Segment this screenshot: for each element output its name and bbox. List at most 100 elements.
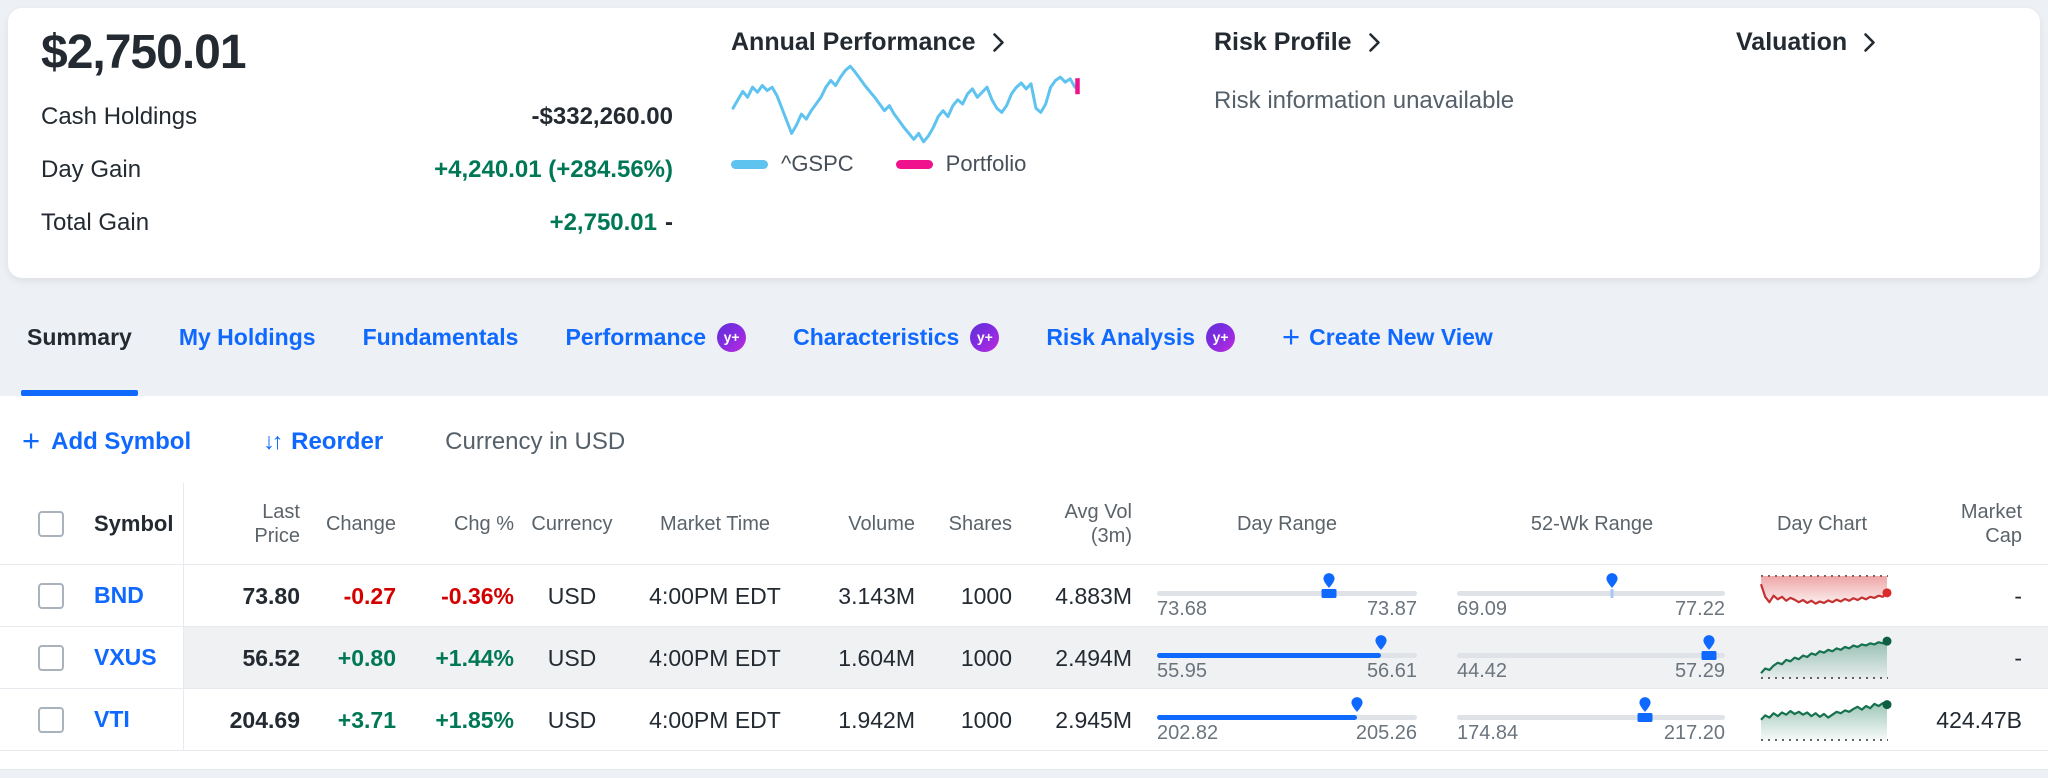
risk-unavailable-message: Risk information unavailable (1214, 87, 1515, 114)
add-symbol-label: Add Symbol (51, 427, 192, 455)
52wk-range-column-header[interactable]: 52-Wk Range (1530, 512, 1654, 535)
chevron-right-icon (1864, 33, 1875, 52)
legend-item-gspc: ^GSPC (731, 151, 854, 177)
reorder-button[interactable]: ↓↑ Reorder (263, 428, 383, 456)
risk-profile-title: Risk Profile (1214, 28, 1352, 56)
plus-icon: + (22, 423, 41, 458)
avg-volume: 2.494M (1055, 644, 1132, 671)
gspc-swatch (731, 159, 768, 169)
shares: 1000 (960, 644, 1012, 671)
volume: 1.942M (838, 706, 915, 733)
market-time-column-header[interactable]: Market Time (659, 512, 771, 535)
change: -0.27 (343, 582, 396, 609)
market-cap: - (2014, 644, 2022, 671)
day-chart-column-header[interactable]: Day Chart (1776, 512, 1868, 535)
range-track (1157, 589, 1417, 598)
risk-profile-link[interactable]: Risk Profile (1214, 28, 1644, 57)
range-pin-icon (1375, 635, 1387, 650)
create-new-view-label: Create New View (1309, 323, 1493, 350)
52wk-range-slider: 44.42 57.29 (1442, 627, 1742, 689)
annual-performance-title: Annual Performance (731, 28, 976, 56)
day-range-column-header[interactable]: Day Range (1236, 512, 1338, 535)
risk-profile-section: Risk Profile Risk information unavailabl… (1214, 28, 1644, 278)
avg-vol-column-header[interactable]: Avg Vol (3m) (1064, 500, 1132, 547)
create-new-view-button[interactable]: + Create New View (1282, 321, 1493, 353)
symbol-link[interactable]: VTI (94, 706, 130, 732)
table-row-bnd: BND 73.80 -0.27 -0.36% USD 4:00PM EDT 3.… (0, 565, 2048, 627)
avg-volume: 4.883M (1055, 582, 1132, 609)
tab-characteristics[interactable]: Characteristics y+ (793, 278, 1000, 396)
market-time: 4:00PM EDT (649, 582, 781, 609)
day-chart-sparkline (1759, 575, 1892, 605)
tab-my-holdings[interactable]: My Holdings (179, 278, 316, 396)
portfolio-swatch (895, 159, 933, 169)
day-gain-label: Day Gain (41, 156, 142, 184)
range-low-label: 44.42 (1457, 660, 1508, 682)
quotes-table: Symbol Last Price Change Chg % Currency … (0, 483, 2048, 751)
symbol-cell: VXUS (0, 627, 184, 688)
tab-fundamentals[interactable]: Fundamentals (363, 278, 519, 396)
stat-row-cash-holdings: Cash Holdings -$332,260.00 (41, 103, 673, 131)
annual-performance-sparkline (731, 64, 1080, 144)
market-cap: 424.47B (1936, 706, 2022, 733)
add-symbol-button[interactable]: + Add Symbol (22, 423, 192, 458)
shares: 1000 (960, 582, 1012, 609)
total-gain-value-wrap: +2,750.01- (550, 209, 673, 237)
change-percent: +1.44% (435, 644, 514, 671)
cash-holdings-value: -$332,260.00 (531, 103, 673, 131)
symbol-link[interactable]: VXUS (94, 644, 157, 670)
watchlist-content: + Add Symbol ↓↑ Reorder Currency in USD … (0, 396, 2048, 770)
table-row-vxus: VXUS 56.52 +0.80 +1.44% USD 4:00PM EDT 1… (0, 627, 2048, 689)
valuation-link[interactable]: Valuation (1736, 28, 1876, 57)
market-cap-column-header[interactable]: Market Cap (1960, 500, 2022, 547)
range-high-label: 56.61 (1366, 660, 1417, 682)
watchlist-toolbar: + Add Symbol ↓↑ Reorder Currency in USD (0, 396, 2048, 457)
last-price: 73.80 (242, 582, 300, 609)
market-cap: - (2014, 582, 2022, 609)
change-column-header[interactable]: Change (325, 512, 396, 535)
stat-row-day-gain: Day Gain +4,240.01 (+284.56%) (41, 156, 673, 184)
select-all-checkbox[interactable] (38, 510, 64, 537)
symbol-link[interactable]: BND (94, 582, 144, 608)
shares-column-header[interactable]: Shares (948, 512, 1012, 535)
volume: 1.604M (838, 644, 915, 671)
last-price-column-header[interactable]: Last Price (254, 500, 300, 547)
table-row-vti: VTI 204.69 +3.71 +1.85% USD 4:00PM EDT 1… (0, 689, 2048, 751)
chart-legend: ^GSPC Portfolio (731, 151, 1126, 177)
symbol-cell: VTI (0, 689, 184, 750)
day-range-slider: 55.95 56.61 (1132, 627, 1442, 689)
currency: USD (547, 582, 597, 609)
range-track (1457, 589, 1725, 598)
chevron-right-icon (992, 33, 1004, 52)
annual-performance-link[interactable]: Annual Performance (731, 28, 1126, 57)
view-tabs-bar: Summary My Holdings Fundamentals Perform… (0, 278, 2048, 396)
range-low-label: 55.95 (1157, 660, 1208, 682)
range-pin-icon (1703, 635, 1715, 650)
symbol-column-header[interactable]: Symbol (94, 510, 174, 536)
row-checkbox[interactable] (38, 582, 64, 609)
day-chart-sparkline (1760, 636, 1892, 679)
yahoo-plus-badge: y+ (717, 322, 747, 352)
day-chart-cell (1742, 689, 1902, 751)
total-gain-label: Total Gain (41, 209, 150, 237)
volume-column-header[interactable]: Volume (848, 512, 915, 535)
row-checkbox[interactable] (38, 706, 64, 733)
tab-summary[interactable]: Summary (21, 278, 138, 396)
range-high-label: 77.22 (1674, 598, 1725, 620)
range-high-label: 217.20 (1663, 722, 1725, 744)
day-chart-sparkline (1760, 700, 1892, 741)
currency-note: Currency in USD (445, 427, 626, 455)
day-range-slider: 202.82 205.26 (1132, 689, 1442, 751)
tab-risk-analysis[interactable]: Risk Analysis y+ (1046, 278, 1236, 396)
range-low-label: 174.84 (1457, 722, 1519, 744)
tab-fundamentals-label: Fundamentals (362, 323, 519, 350)
row-checkbox[interactable] (38, 644, 64, 671)
chg-pct-column-header[interactable]: Chg % (453, 512, 514, 535)
last-price: 56.52 (242, 644, 300, 671)
yahoo-plus-badge: y+ (1206, 322, 1236, 352)
currency-column-header[interactable]: Currency (531, 512, 613, 535)
range-high-label: 205.26 (1355, 722, 1417, 744)
tab-performance[interactable]: Performance y+ (565, 278, 747, 396)
52wk-range-slider: 69.09 77.22 (1442, 565, 1742, 627)
